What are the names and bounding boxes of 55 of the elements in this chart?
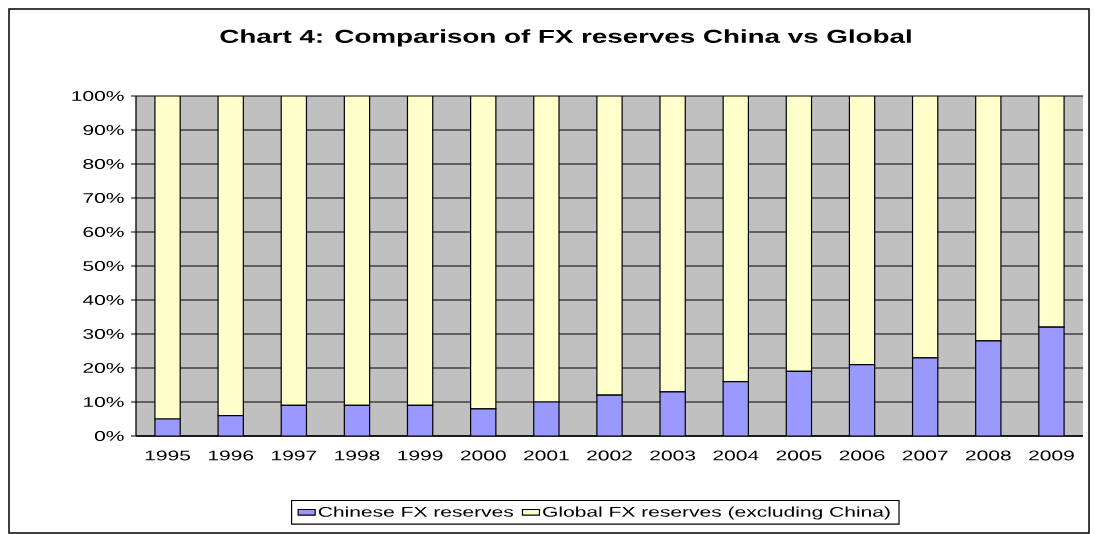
bar	[848, 364, 876, 436]
y-tick-label: 100%	[72, 91, 124, 101]
x-tick-label: 1999	[398, 450, 443, 461]
y-tick-label: 10%	[84, 397, 124, 407]
x-tick-label: 2000	[460, 450, 506, 461]
y-tick-label: 30%	[83, 329, 124, 339]
legend-label: Chinese FX reserves	[318, 506, 514, 517]
y-tick-label: 50%	[83, 261, 124, 271]
y-tick-label: 0%	[94, 431, 124, 441]
bar	[154, 96, 181, 420]
bar	[975, 96, 1002, 342]
bar	[533, 96, 560, 403]
x-tick-label: 2004	[713, 450, 759, 461]
bar	[470, 408, 497, 436]
bar	[343, 96, 371, 406]
y-tick-label: 90%	[83, 125, 124, 135]
bar	[659, 391, 686, 436]
bar	[280, 96, 308, 406]
bar	[785, 370, 813, 436]
bar	[785, 96, 813, 372]
bar	[911, 357, 939, 436]
bar	[280, 404, 308, 436]
x-tick-label: 2005	[776, 450, 822, 461]
legend-label: Global FX reserves (excluding China)	[543, 506, 890, 520]
x-tick-label: 2001	[524, 450, 569, 461]
x-tick-label: 2009	[1029, 450, 1074, 461]
y-tick-label: 70%	[83, 193, 124, 203]
x-tick-label: 2003	[650, 450, 696, 461]
bar	[722, 96, 749, 383]
y-tick-label: 40%	[82, 295, 124, 305]
bar	[217, 96, 244, 417]
bar	[470, 96, 497, 410]
chart-title: Chart 4: Comparison of FX reserves China vs Global	[220, 29, 911, 47]
x-tick-label: 2002	[587, 450, 632, 461]
x-tick-label: 1997	[272, 450, 317, 461]
bar	[343, 404, 371, 436]
x-tick-label: 1996	[208, 450, 254, 461]
y-tick-label: 60%	[83, 227, 124, 237]
x-tick-label: 2008	[966, 450, 1011, 461]
bar	[1038, 326, 1065, 436]
bar	[911, 96, 939, 359]
bar	[406, 96, 434, 406]
bar	[659, 96, 686, 393]
x-tick-label: 2006	[839, 450, 885, 461]
bar	[1038, 96, 1065, 328]
bar	[406, 404, 434, 436]
x-tick-label: 1995	[145, 450, 191, 461]
bar	[722, 381, 749, 436]
y-tick-label: 20%	[83, 363, 124, 373]
bar	[975, 340, 1002, 436]
x-tick-label: 1998	[335, 450, 380, 461]
bar	[848, 96, 876, 366]
y-tick-label: 80%	[83, 159, 124, 169]
bar	[596, 96, 623, 396]
x-tick-label: 2007	[902, 450, 948, 461]
